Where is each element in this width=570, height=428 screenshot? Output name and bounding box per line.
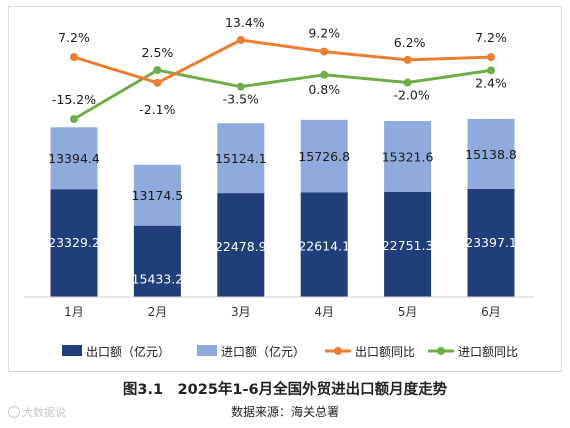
import-yoy-point	[70, 115, 78, 123]
export-yoy-label: 6.2%	[394, 35, 426, 50]
export-yoy-label: 7.2%	[475, 30, 507, 45]
bar-import-label: 13394.4	[48, 151, 100, 166]
legend-swatch-dot	[437, 347, 445, 355]
bar-export	[300, 192, 348, 297]
legend-label: 出口额（亿元）	[86, 344, 170, 359]
import-yoy-label: -2.0%	[393, 88, 429, 103]
export-yoy-point	[153, 78, 162, 87]
bar-export-label: 23329.2	[48, 235, 100, 250]
import-yoy-point	[153, 66, 162, 75]
export-yoy-point	[403, 55, 412, 64]
legend-swatch	[62, 345, 82, 356]
export-yoy-point	[236, 36, 245, 44]
bar-export	[467, 188, 515, 297]
watermark-text: 大数据说	[22, 406, 66, 419]
x-tick-label: 1月	[64, 305, 84, 319]
export-yoy-label: 13.4%	[225, 15, 265, 30]
bar-import	[384, 121, 432, 192]
export-yoy-point	[320, 47, 329, 56]
bar-import	[217, 123, 265, 194]
export-yoy-label: -2.1%	[139, 102, 175, 117]
import-yoy-label: -3.5%	[223, 92, 259, 107]
legend-swatch-dot	[334, 347, 342, 355]
x-tick-label: 4月	[314, 305, 334, 319]
bar-export-label: 23397.1	[465, 235, 517, 250]
legend-label: 进口额同比	[458, 345, 518, 359]
bar-import-label: 15124.1	[215, 151, 267, 166]
import-yoy-label: 0.8%	[308, 82, 340, 97]
watermark-logo-icon	[8, 406, 20, 418]
stacked-bar-line-chart: 23329.2 13394.4 15433.2 13174.5 22478.9 15124…	[24, 15, 534, 359]
bar-import	[133, 164, 181, 226]
x-tick-label: 5月	[398, 305, 418, 319]
bar-export-label: 22478.9	[215, 239, 267, 254]
legend-label: 进口额（亿元）	[221, 344, 305, 359]
x-tick-label: 3月	[231, 305, 251, 319]
bar-import	[50, 127, 98, 190]
export-yoy-point	[70, 53, 78, 62]
bar-import-label: 13174.5	[132, 188, 184, 203]
import-yoy-point	[236, 82, 245, 91]
export-yoy-point	[487, 53, 495, 62]
x-tick-label: 2月	[148, 305, 168, 319]
import-yoy-label: 2.5%	[142, 45, 174, 60]
bar-import	[300, 119, 348, 193]
export-yoy-label: 9.2%	[308, 26, 340, 41]
bar-export	[384, 191, 432, 297]
bar-export	[217, 193, 265, 297]
bar-export	[50, 189, 98, 297]
data-source: 数据来源：海关总署	[230, 405, 339, 419]
export-yoy-label: 7.2%	[58, 30, 90, 45]
x-tick-label: 6月	[481, 305, 501, 319]
bar-import-label: 15138.8	[465, 147, 517, 162]
import-yoy-point	[487, 66, 495, 75]
bar-export-label: 15433.2	[132, 272, 184, 287]
figure-caption: 图3.1 2025年1-6月全国外贸进出口额月度走势	[122, 382, 448, 398]
watermark: 大数据说	[8, 404, 66, 420]
bar-export	[133, 225, 181, 297]
import-yoy-label: -15.2%	[52, 92, 96, 107]
bar-export-label: 22751.3	[382, 238, 434, 253]
import-yoy-label: 2.4%	[475, 75, 507, 90]
chart-frame	[8, 6, 562, 372]
import-yoy-point	[320, 70, 329, 79]
legend-label: 出口额同比	[355, 345, 415, 359]
bar-import-label: 15726.8	[298, 149, 350, 164]
bar-import	[467, 118, 515, 189]
bar-export-label: 22614.1	[298, 238, 350, 253]
import-yoy-point	[403, 78, 412, 87]
legend-swatch	[197, 345, 217, 356]
export-yoy-line	[73, 38, 492, 85]
bar-import-label: 15321.6	[382, 149, 434, 164]
